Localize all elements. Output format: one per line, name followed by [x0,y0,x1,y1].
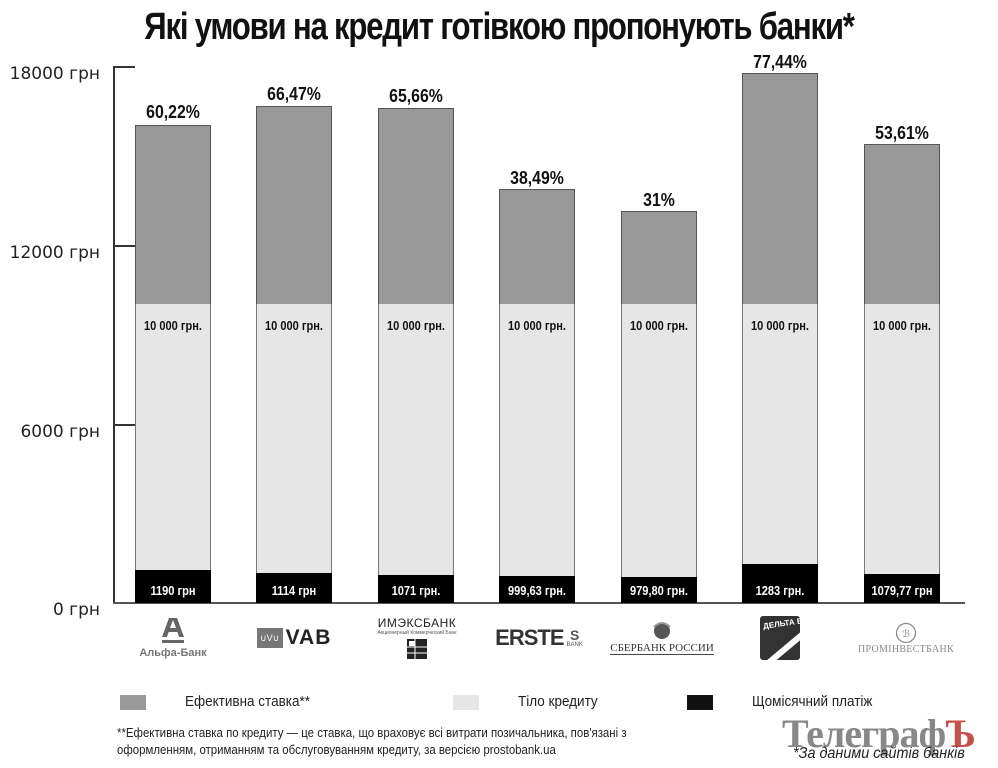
y-tick-12000 [113,245,135,247]
legend-label-monthly-payment: Щомісячний платіж [752,693,873,710]
source-note: *За даними сайтів банків [793,745,965,762]
bar-erste-bank: 38,49% 10 000 грн. 999,63 грн. [499,0,575,603]
imexbank-cube-icon [407,639,427,659]
segment-effective-rate [135,125,211,305]
bar-vab: 66,47% 10 000 грн. 1114 грн [256,0,332,603]
segment-effective-rate [742,73,818,305]
vab-mark-icon: ∪V∪ [256,628,283,648]
payment-label: 979,80 грн. [630,583,688,598]
segment-effective-rate [499,189,575,305]
segment-loan-body [864,304,940,575]
rate-label: 66,47% [267,84,321,104]
telegraf-logo: ТелеграфЪ [782,711,976,756]
x-axis-line [113,602,965,604]
svg-text:ℬ: ℬ [902,629,910,640]
y-tick-6000 [113,424,135,426]
segment-loan-body [378,304,454,576]
rate-label: 77,44% [753,52,807,72]
legend-swatch-loan-body [453,695,479,710]
segment-loan-body [621,304,697,578]
payment-label: 1079,77 грн [871,583,933,598]
logo-delta-bank: ДЕЛЬТА БАНК [760,612,800,664]
payment-label: 1071 грн. [391,583,441,598]
legend-swatch-monthly-payment [687,695,713,710]
segment-effective-rate [256,106,332,305]
bar-delta-bank: 77,44% 10 000 грн. 1283 грн. [742,0,818,603]
chart-title: Які умови на кредит готівкою пропонують … [144,6,855,48]
y-label-6000: 6000 грн [20,422,100,442]
rate-label: 65,66% [389,86,443,106]
y-axis-line [113,66,115,604]
rate-label: 31% [643,190,675,210]
legend-label-loan-body: Тіло кредиту [518,693,598,710]
segment-effective-rate [621,211,697,305]
y-label-0: 0 грн [52,600,100,620]
y-label-12000: 12000 грн [9,243,100,263]
sparkasse-s-icon: S BANK [566,627,583,648]
body-label: 10 000 грн. [751,318,809,333]
segment-monthly-payment [621,577,697,603]
bar-alfa-bank: 60,22% 10 000 грн. 1190 грн [135,0,211,603]
logo-vab: ∪V∪ VAB [248,612,340,664]
body-label: 10 000 грн. [265,318,323,333]
payment-label: 1283 грн. [755,583,805,598]
rate-label: 60,22% [146,102,200,122]
prominvest-emblem-icon: ℬ [895,622,917,643]
segment-loan-body [256,304,332,574]
logo-sberbank: СБЕРБАНК РОССИИ [610,612,714,664]
bar-prominvestbank: 53,61% 10 000 грн. 1079,77 грн [864,0,940,603]
sberbank-emblem-icon [653,622,671,639]
legend-swatch-effective-rate [120,695,146,710]
segment-loan-body [499,304,575,577]
bar-imexbank: 65,66% 10 000 грн. 1071 грн. [378,0,454,603]
payment-label: 1190 грн [150,583,196,598]
body-label: 10 000 грн. [387,318,445,333]
segment-effective-rate [864,144,940,305]
segment-effective-rate [378,108,454,305]
logo-prominvestbank: ℬ ПРОМІНВЕСТБАНК [858,612,954,664]
logo-alfa-bank: Альфа-Банк [135,612,211,664]
segment-monthly-payment [864,574,940,603]
alfa-a-icon [162,617,184,643]
payment-label: 999,63 грн. [508,583,566,598]
y-label-18000: 18000 грн [9,64,100,84]
payment-label: 1114 грн [271,583,317,598]
footnote: **Ефективна ставка по кредиту — це ставк… [117,725,627,757]
y-tick-18000 [113,66,135,68]
body-label: 10 000 грн. [873,318,931,333]
rate-label: 38,49% [510,168,564,188]
legend-label-effective-rate: Ефективна ставка** [185,693,310,710]
rate-label: 53,61% [875,123,929,143]
segment-loan-body [135,304,211,571]
logo-erste-bank: ERSTE S BANK [495,625,583,650]
body-label: 10 000 грн. [630,318,688,333]
segment-monthly-payment [256,573,332,603]
segment-monthly-payment [135,570,211,603]
segment-monthly-payment [499,576,575,603]
logo-imexbank: ИМЭКСБАНК Акционерный Коммерческий Банк [372,612,462,664]
body-label: 10 000 грн. [508,318,566,333]
segment-monthly-payment [742,564,818,603]
segment-loan-body [742,304,818,565]
body-label: 10 000 грн. [144,318,202,333]
bar-sberbank: 31% 10 000 грн. 979,80 грн. [621,0,697,603]
segment-monthly-payment [378,575,454,603]
